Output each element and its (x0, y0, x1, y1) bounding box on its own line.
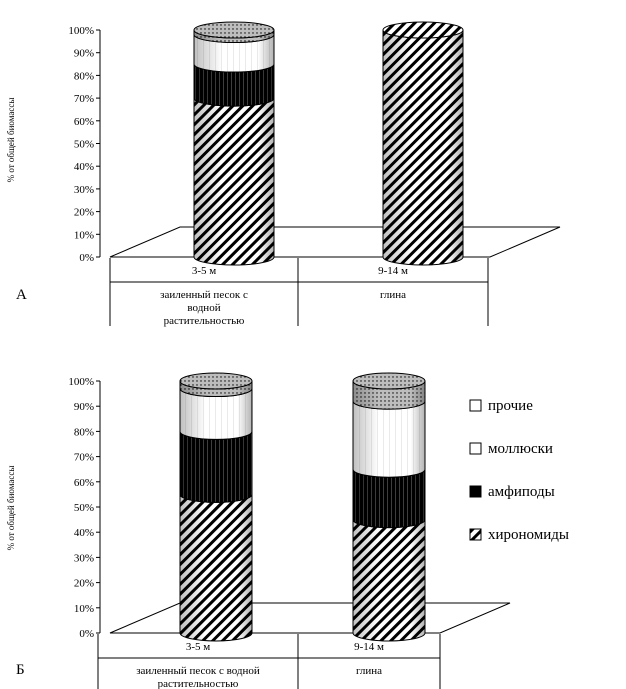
category-description: заиленный песок с (160, 289, 248, 301)
y-tick-label: 40% (74, 161, 94, 173)
legend-entry: амфиподы (488, 484, 555, 500)
legend-swatch (469, 442, 482, 455)
y-tick-label: 100% (68, 376, 94, 388)
y-tick-label: 60% (74, 477, 94, 489)
bar-top-cap (352, 372, 426, 390)
y-tick-label: 0% (79, 252, 94, 264)
y-tick-label: 100% (68, 25, 94, 37)
category-label: 3-5 м (186, 641, 210, 653)
bar-shading (180, 381, 252, 641)
y-tick-label: 20% (74, 578, 94, 590)
y-tick-label: 30% (74, 552, 94, 564)
category-description: растительностью (158, 678, 239, 689)
category-description: глина (380, 289, 406, 301)
bar-shading (383, 30, 463, 265)
y-tick-label: 30% (74, 184, 94, 196)
panel-b: 0% 10% 20% 30% 40% 50% 60% 70% 80% 90% 100% % от об… (6, 372, 511, 689)
legend-entry: прочие (488, 398, 533, 414)
legend-entry: хирономиды (488, 527, 569, 543)
y-tick-label: 50% (74, 139, 94, 151)
legend-entry: моллюски (488, 441, 553, 457)
bar-top-cap (193, 21, 275, 39)
category-label: 3-5 м (192, 265, 216, 277)
y-tick-label: 80% (74, 70, 94, 82)
category-label: 9-14 м (378, 265, 408, 277)
legend-swatch (469, 485, 482, 498)
y-tick-label: 70% (74, 452, 94, 464)
y-tick-label: 70% (74, 93, 94, 105)
category-description: заиленный песок с водной (136, 665, 260, 677)
y-tick-label: 60% (74, 116, 94, 128)
category-label: 9-14 м (354, 641, 384, 653)
y-tick-label: 40% (74, 527, 94, 539)
panel-label: А (16, 287, 27, 303)
bar-shading (353, 381, 425, 641)
y-axis-title: % от общей биомассы (6, 466, 16, 551)
floor-plane (109, 602, 511, 634)
bar-top-cap (382, 21, 464, 39)
floor-plane (109, 226, 561, 258)
y-tick-label: 90% (74, 401, 94, 413)
y-tick-label: 20% (74, 207, 94, 219)
y-tick-label: 10% (74, 603, 94, 615)
y-tick-label: 10% (74, 229, 94, 241)
panel-label: Б (16, 662, 25, 678)
y-tick-label: 50% (74, 502, 94, 514)
category-description: водной (187, 302, 220, 314)
category-description: растительностью (164, 315, 245, 327)
bar-shading (194, 30, 274, 265)
y-tick-label: 80% (74, 426, 94, 438)
bar-top-cap (179, 372, 253, 390)
y-axis-title: % от общей биомассы (6, 98, 16, 183)
category-description: глина (356, 665, 382, 677)
y-tick-label: 90% (74, 48, 94, 60)
legend-swatch (469, 528, 482, 541)
legend-swatch (469, 399, 482, 412)
y-tick-label: 0% (79, 628, 94, 640)
legend: прочие моллюски амфиподы хирономиды (469, 398, 569, 543)
panel-a: 0% 10% 20% 30% 40% 50% 60% 70% 80% 90% 100% % от об… (6, 21, 561, 327)
